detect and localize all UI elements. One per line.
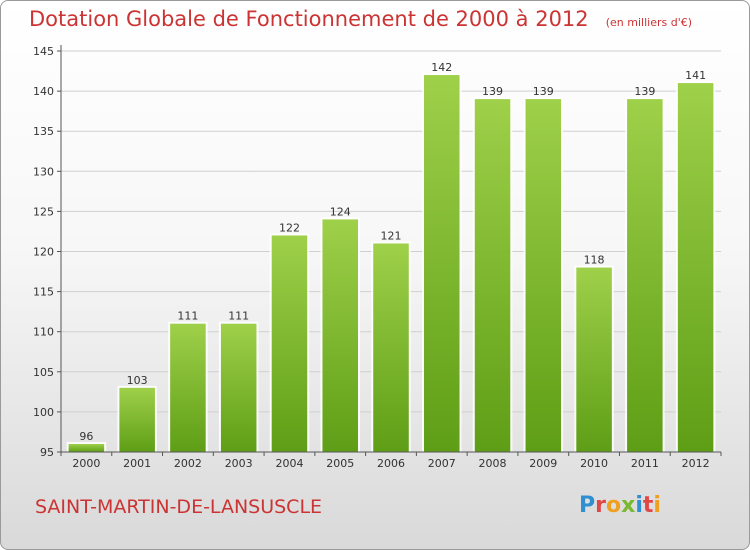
x-tick-label: 2003 [225,457,253,470]
data-label: 139 [482,85,503,98]
data-label: 111 [228,310,249,323]
x-tick-label: 2005 [326,457,354,470]
x-tick-label: 2004 [275,457,303,470]
commune-name: SAINT-MARTIN-DE-LANSUSCLE [35,496,323,518]
bar-2006 [373,243,409,452]
y-tick-label: 105 [33,366,54,379]
y-tick-label: 100 [33,406,54,419]
bar-layer: 96 103 111 111 122 124 121 142 139 139 118 139 141 [66,61,716,453]
data-label: 124 [330,205,351,218]
y-tick-label: 115 [33,286,54,299]
bar-2012 [677,83,714,452]
x-tick-label: 2011 [631,457,659,470]
logo-letter: o [605,493,622,518]
x-tick-label: 2001 [123,457,151,470]
y-tick-label: 95 [40,446,54,459]
logo-letter: i [653,493,661,518]
data-label: 141 [685,69,706,82]
chart-title: Dotation Globale de Fonctionnement de 20… [29,7,692,31]
data-label: 111 [177,310,198,323]
y-tick-label: 135 [33,125,54,138]
data-label: 122 [279,221,300,234]
bar-2002 [170,323,206,452]
bar-2010 [576,267,612,452]
y-tick-label: 110 [33,326,54,339]
bar-2004 [271,235,308,452]
y-tick-label: 120 [33,246,54,259]
title-main: Dotation Globale de Fonctionnement de 20… [29,7,589,31]
logo-letter: x [621,493,636,518]
bar-2007 [424,75,460,452]
data-label: 118 [584,254,605,267]
x-tick-label: 2006 [377,457,405,470]
logo-letter: r [595,493,606,518]
bar-2008 [474,99,511,453]
x-tick-label: 2002 [174,457,202,470]
logo-letter: t [642,493,654,518]
bar-2011 [627,99,663,453]
bar-2005 [322,219,358,452]
logo-letter: P [579,493,596,518]
y-tick-label: 125 [33,205,54,218]
axis-layer: 95 100 105 110 115 120 125 130 135 140 145 2000 2001… [33,45,722,470]
data-label: 139 [533,85,554,98]
title-unit: (en milliers d'€) [605,16,693,29]
x-tick-label: 2000 [72,457,100,470]
bar-2003 [220,323,257,452]
data-label: 121 [381,229,402,242]
y-tick-label: 145 [33,45,54,58]
data-label: 103 [127,374,148,387]
data-label: 96 [79,430,93,443]
bar-2000 [68,443,105,452]
logo-letter: i [635,493,643,518]
bar-2009 [525,99,562,453]
data-label: 142 [431,61,452,74]
x-tick-label: 2010 [580,457,608,470]
data-label: 139 [634,85,655,98]
x-tick-label: 2007 [428,457,456,470]
x-tick-label: 2009 [529,457,557,470]
proxiti-logo: Proxiti [579,493,661,518]
bar-2001 [119,387,155,452]
y-tick-label: 130 [33,165,54,178]
x-tick-label: 2012 [682,457,710,470]
x-tick-label: 2008 [479,457,507,470]
y-tick-label: 140 [33,85,54,98]
